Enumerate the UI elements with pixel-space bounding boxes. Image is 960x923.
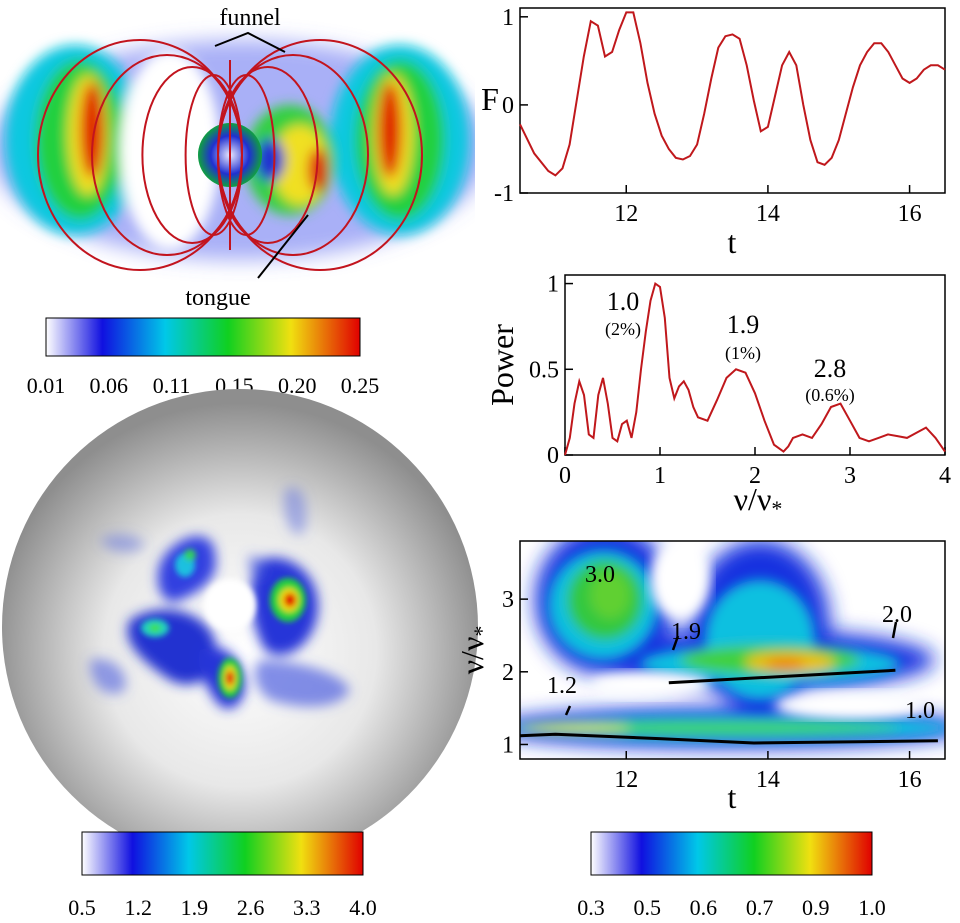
colorbar-tick-label: 0.01 (27, 373, 66, 398)
colorbar-tick-label: 0.7 (746, 895, 774, 920)
peak-label-2: 1.9 (727, 310, 760, 339)
power-series-line (564, 281, 946, 456)
colorbar-tick-label: 3.3 (293, 895, 321, 920)
annotation-ticks (564, 621, 898, 716)
y-tick-label: 3 (502, 587, 514, 613)
funnel-label: funnel (219, 5, 281, 31)
x-axis-label: t (728, 224, 737, 260)
annotation-1.2: 1.2 (547, 673, 577, 699)
y-tick-label: 1 (547, 272, 559, 298)
x-tick-label: 16 (898, 201, 922, 227)
x-tick-label: 1 (654, 463, 666, 489)
y-axis-label: Power (484, 324, 520, 406)
power-spectrum-chart: 0 1 2 3 400.51 Power ν/ν* 1.0 (2%) 1.9 (1%) … (484, 272, 951, 521)
tongue-label: tongue (185, 285, 250, 311)
field-loop (217, 39, 423, 271)
ridge-lines (519, 668, 938, 745)
x-tick-label: 12 (614, 201, 638, 227)
colorbar-tick-label: 1.0 (858, 895, 886, 920)
colorbar-tick-label: 1.9 (181, 895, 209, 920)
y-tick-label: 2 (502, 660, 514, 686)
x-tick-label: 12 (614, 767, 638, 793)
x-tick-label: 2 (749, 463, 761, 489)
surface-panel (2, 389, 478, 865)
y-tick-label: 0.5 (529, 357, 559, 383)
peak-sub-2: (1%) (725, 343, 761, 364)
wavelet-colorbar: 0.3 0.5 0.6 0.7 0.9 1.0 (577, 831, 886, 920)
y-tick-label: 1 (502, 732, 514, 758)
y-tick-label: 0 (547, 443, 559, 469)
x-axis-label: ν/ν* (734, 481, 783, 521)
colorbar-tick-label: 1.2 (124, 895, 152, 920)
colorbar-tick-label: 0.11 (153, 373, 191, 398)
peak-label-3: 2.8 (814, 354, 847, 383)
y-axis-label: F (481, 81, 499, 117)
peak-sub-1: (2%) (605, 319, 641, 340)
plot-frame (519, 7, 946, 194)
annotation-3.0: 3.0 (585, 562, 615, 588)
x-tick-label: 3 (844, 463, 856, 489)
plot-frame (519, 540, 946, 760)
colorbar-tick-label: 0.6 (690, 895, 718, 920)
colorbar-tick-label: 2.6 (237, 895, 265, 920)
y-tick-label: 0 (502, 93, 514, 119)
annotation-2.0: 2.0 (882, 602, 912, 628)
x-tick-label: 4 (939, 463, 951, 489)
colorbar-tick-label: 0.9 (802, 895, 830, 920)
tongue-pointer (257, 214, 309, 279)
funnel-bracket (214, 31, 286, 53)
peak-label-1: 1.0 (607, 287, 640, 316)
annotation-1.0: 1.0 (905, 698, 935, 724)
ridge-line-1 (519, 732, 938, 745)
meridional-colorbar: 0.01 0.06 0.11 0.15 0.20 0.25 (27, 317, 380, 398)
colorbar-tick-label: 0.5 (633, 895, 661, 920)
y-tick-label: -1 (494, 181, 514, 207)
ridge-line-2 (668, 668, 896, 685)
x-tick-label: 0 (559, 463, 571, 489)
y-tick-label: 1 (502, 5, 514, 31)
flux-series-line (519, 11, 946, 177)
magnetic-field-lines (37, 39, 423, 271)
colorbar-tick-label: 4.0 (349, 895, 377, 920)
colorbar-tick-label: 0.3 (577, 895, 605, 920)
colorbar-tick-label: 0.5 (68, 895, 96, 920)
x-axis-label: t (728, 779, 737, 815)
colorbar-tick-label: 0.06 (90, 373, 129, 398)
x-tick-label: 16 (898, 767, 922, 793)
x-tick-label: 14 (756, 201, 780, 227)
flux-timeseries-chart: 12 14 16 -1 0 1 F t (481, 5, 946, 260)
field-loop (184, 74, 244, 236)
meridional-panel: funnel tongue (0, 5, 475, 311)
peak-sub-3: (0.6%) (805, 385, 854, 406)
x-tick-label: 14 (756, 767, 780, 793)
surface-colorbar: 0.5 1.2 1.9 2.6 3.3 4.0 (68, 831, 377, 920)
colorbar-tick-label: 0.25 (341, 373, 380, 398)
